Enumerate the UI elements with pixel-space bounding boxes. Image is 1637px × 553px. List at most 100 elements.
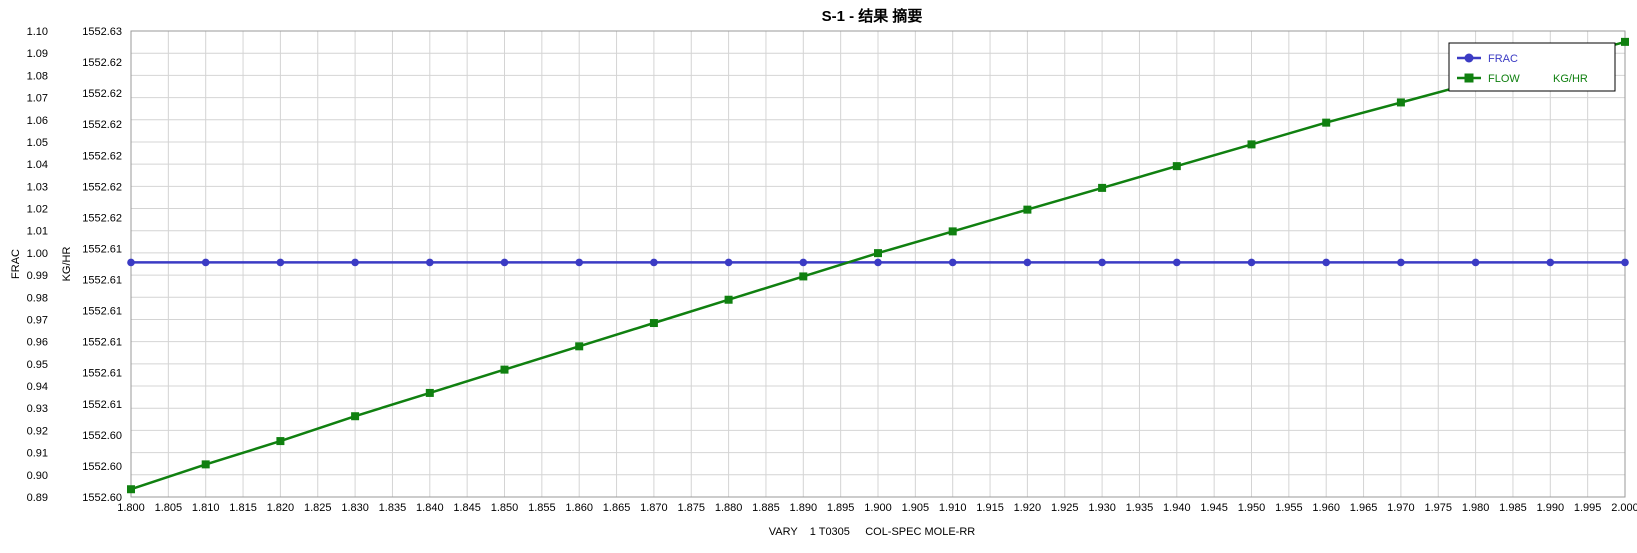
- y1-tick-label: 0.99: [27, 270, 48, 282]
- frac-data-point: [575, 258, 583, 267]
- y1-tick-label: 1.01: [27, 226, 48, 238]
- frac-data-point: [874, 258, 882, 267]
- x-tick-label: 1.800: [117, 502, 145, 514]
- flow-data-point: [1322, 118, 1331, 127]
- y2-tick-label: 1552.62: [82, 150, 122, 162]
- y2-tick-label: 1552.62: [82, 57, 122, 69]
- frac-data-point: [1247, 258, 1256, 267]
- frac-data-point: [1023, 258, 1032, 267]
- x-tick-label: 1.810: [192, 502, 220, 514]
- x-tick-label: 1.965: [1350, 502, 1378, 514]
- y2-axis-label: KG/HR: [61, 247, 73, 282]
- legend: FRAC FLOW KG/HR: [1448, 42, 1616, 92]
- frac-data-point: [1322, 258, 1330, 267]
- frac-data-point: [1173, 258, 1181, 267]
- x-tick-label: 1.875: [677, 502, 705, 514]
- x-tick-label: 1.905: [902, 502, 930, 514]
- flow-data-point: [1023, 205, 1032, 214]
- x-tick-label: 2.000: [1611, 502, 1637, 514]
- flow-data-point: [1396, 98, 1405, 107]
- flow-data-point: [1621, 37, 1629, 46]
- series-group: [127, 37, 1629, 494]
- frac-data-point: [650, 258, 658, 267]
- y2-tick-label: 1552.62: [82, 212, 122, 224]
- y2-tick-label: 1552.61: [82, 337, 122, 349]
- frac-data-point: [201, 258, 210, 267]
- frac-data-point: [426, 258, 434, 267]
- x-tick-label: 1.980: [1462, 502, 1490, 514]
- y1-tick-label: 0.90: [27, 470, 48, 482]
- x-tick-label: 1.935: [1126, 502, 1154, 514]
- y2-tick-label: 1552.61: [82, 306, 122, 318]
- x-tick-label: 1.945: [1200, 502, 1228, 514]
- y1-tick-label: 1.00: [27, 248, 48, 260]
- x-tick-label: 1.830: [341, 502, 369, 514]
- frac-data-point: [1397, 258, 1405, 267]
- y2-axis-ticks: 1552.60 1552.60 1552.60 1552.61 1552.61 1552.…: [82, 26, 122, 504]
- x-tick-label: 1.880: [715, 502, 743, 514]
- frac-data-point: [1621, 258, 1629, 267]
- frac-data-point: [500, 258, 509, 267]
- frac-data-point: [724, 258, 733, 267]
- x-tick-label: 1.815: [229, 502, 257, 514]
- legend-flow-unit: KG/HR: [1553, 73, 1588, 85]
- x-tick-label: 1.860: [565, 502, 593, 514]
- x-tick-label: 1.865: [603, 502, 631, 514]
- y2-tick-label: 1552.60: [82, 492, 122, 504]
- flow-data-point: [276, 437, 285, 446]
- x-tick-label: 1.970: [1387, 502, 1415, 514]
- flow-data-point: [1172, 162, 1181, 171]
- y2-tick-label: 1552.61: [82, 243, 122, 255]
- x-tick-label: 1.840: [416, 502, 444, 514]
- y1-tick-label: 1.08: [27, 70, 48, 82]
- x-tick-label: 1.950: [1238, 502, 1266, 514]
- x-tick-label: 1.900: [864, 502, 892, 514]
- frac-data-point: [1098, 258, 1106, 267]
- flow-data-point: [948, 227, 957, 236]
- x-tick-label: 1.825: [304, 502, 332, 514]
- y2-tick-label: 1552.61: [82, 275, 122, 287]
- legend-flow-marker: [1464, 73, 1474, 83]
- y1-tick-label: 0.92: [27, 425, 48, 437]
- flow-data-point: [724, 295, 733, 304]
- x-tick-label: 1.920: [1014, 502, 1042, 514]
- frac-data-point: [1546, 258, 1555, 267]
- y1-axis-label: FRAC: [10, 249, 22, 279]
- legend-box: [1448, 42, 1616, 92]
- x-tick-label: 1.915: [976, 502, 1004, 514]
- x-axis-label: VARY 1 T0305 COL-SPEC MOLE-RR: [769, 526, 975, 538]
- y2-tick-label: 1552.60: [82, 430, 122, 442]
- y1-tick-label: 0.95: [27, 359, 48, 371]
- y1-tick-label: 0.94: [27, 381, 48, 393]
- y2-tick-label: 1552.63: [82, 26, 122, 38]
- x-tick-label: 1.885: [752, 502, 780, 514]
- x-tick-label: 1.850: [491, 502, 519, 514]
- x-tick-label: 1.955: [1275, 502, 1303, 514]
- flow-data-point: [127, 485, 135, 494]
- x-tick-label: 1.930: [1088, 502, 1116, 514]
- flow-data-point: [425, 388, 434, 397]
- y1-tick-label: 0.91: [27, 448, 48, 460]
- flow-data-point: [500, 365, 509, 374]
- x-tick-label: 1.990: [1537, 502, 1565, 514]
- x-tick-label: 1.845: [453, 502, 481, 514]
- legend-frac-marker: [1464, 53, 1474, 63]
- x-tick-label: 1.925: [1051, 502, 1079, 514]
- y2-tick-label: 1552.61: [82, 399, 122, 411]
- flow-data-point: [1098, 183, 1107, 192]
- x-tick-label: 1.835: [379, 502, 407, 514]
- flow-data-point: [799, 272, 808, 281]
- y1-axis-ticks: 0.89 0.90 0.91 0.92 0.93 0.94 0.95 0.96 0.97 0.98…: [27, 26, 48, 504]
- x-tick-label: 1.895: [827, 502, 855, 514]
- frac-data-point: [948, 258, 957, 267]
- x-axis-ticks: 1.800 1.805 1.810 1.815 1.820 1.825 1.830 1.835…: [117, 502, 1637, 514]
- y1-tick-label: 0.93: [27, 403, 48, 415]
- y1-tick-label: 1.05: [27, 137, 48, 149]
- frac-data-point: [276, 258, 285, 267]
- frac-data-point: [1471, 258, 1480, 267]
- y1-tick-label: 1.06: [27, 115, 48, 127]
- frac-data-point: [351, 258, 359, 267]
